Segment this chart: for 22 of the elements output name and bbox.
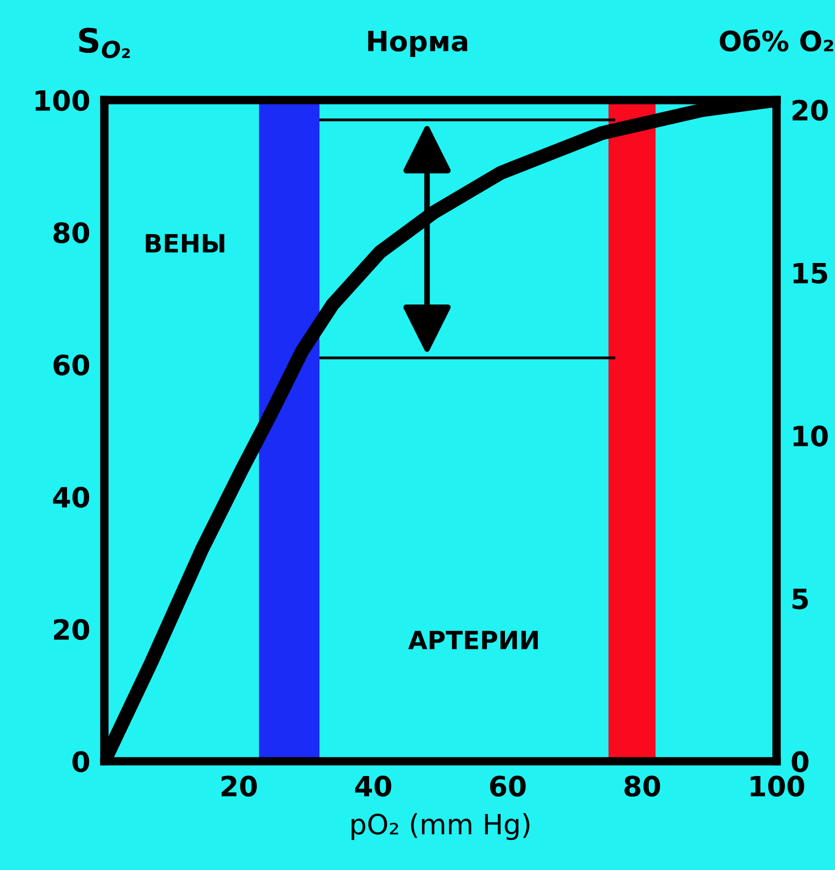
y2-tick-label: 0 (792, 751, 808, 772)
x-axis-title: pO₂ (mm Hg) (352, 813, 530, 840)
y2-tick-label: 5 (792, 588, 808, 610)
x-tick-label: 100 (750, 776, 804, 797)
y-tick-label: 0 (72, 751, 90, 772)
annotation: АРТЕРИИ (408, 630, 538, 650)
x-tick-label: 80 (624, 776, 660, 797)
y-tick-label: 40 (53, 486, 90, 508)
y-tick-label: 80 (54, 222, 90, 244)
y2-tick-label: 10 (794, 425, 828, 446)
x-tick-label: 20 (222, 776, 257, 797)
y-tick-label: 60 (54, 354, 90, 376)
y2-tick-label: 15 (794, 262, 828, 284)
y2-axis-title: Об% O₂ (720, 29, 834, 52)
y-axis-title: S$_{O₂}$ (79, 28, 130, 58)
annotation: ВЕНЫ (146, 234, 224, 252)
y2-tick-label: 20 (792, 100, 828, 121)
y-tick-label: 20 (54, 618, 90, 640)
x-tick-label: 40 (355, 776, 392, 797)
y-tick-label: 100 (36, 90, 90, 111)
x-tick-label: 60 (490, 776, 526, 797)
chart-title: Норма (368, 30, 468, 57)
